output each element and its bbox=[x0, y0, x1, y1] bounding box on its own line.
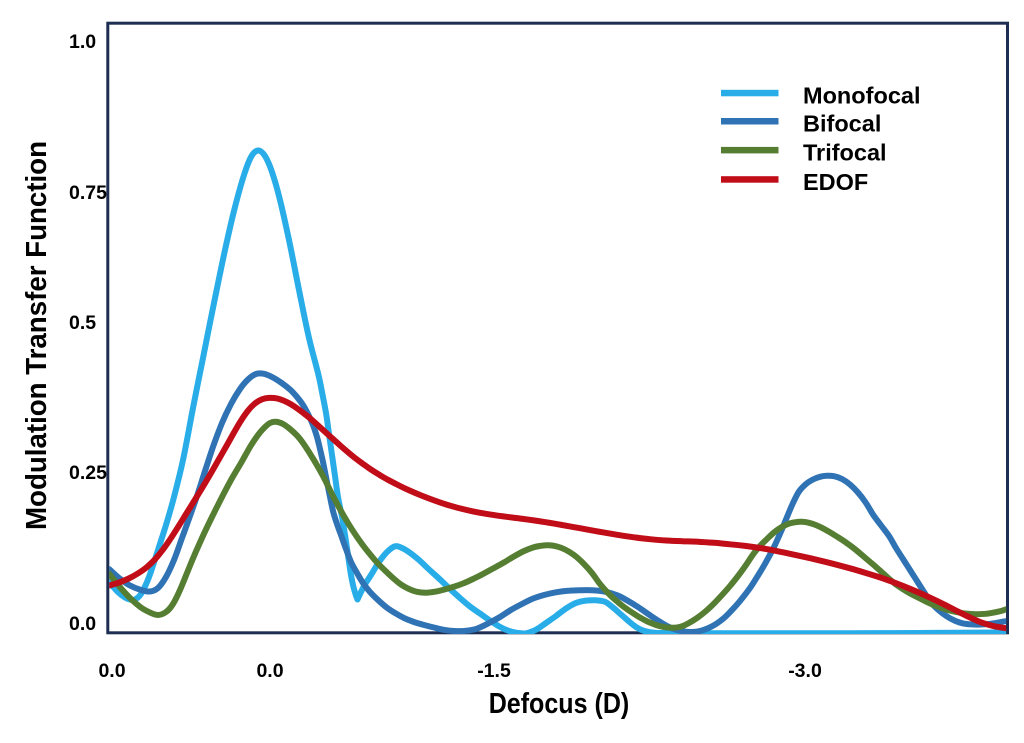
svg-text:0.75: 0.75 bbox=[69, 182, 107, 204]
svg-text:Trifocal: Trifocal bbox=[803, 140, 887, 166]
svg-text:Modulation Transfer Function: Modulation Transfer Function bbox=[21, 141, 53, 530]
svg-text:Bifocal: Bifocal bbox=[803, 111, 881, 137]
svg-text:0.5: 0.5 bbox=[69, 312, 96, 334]
svg-text:0.0: 0.0 bbox=[69, 613, 96, 635]
svg-text:Monofocal: Monofocal bbox=[803, 82, 921, 108]
svg-text:Defocus (D): Defocus (D) bbox=[489, 688, 630, 720]
svg-text:0.0: 0.0 bbox=[256, 660, 283, 682]
svg-text:1.0: 1.0 bbox=[69, 31, 96, 53]
svg-text:EDOF: EDOF bbox=[803, 169, 868, 195]
svg-text:-3.0: -3.0 bbox=[788, 660, 822, 682]
svg-text:0.0: 0.0 bbox=[98, 660, 125, 682]
svg-text:0.25: 0.25 bbox=[69, 462, 107, 484]
svg-text:-1.5: -1.5 bbox=[477, 660, 511, 682]
